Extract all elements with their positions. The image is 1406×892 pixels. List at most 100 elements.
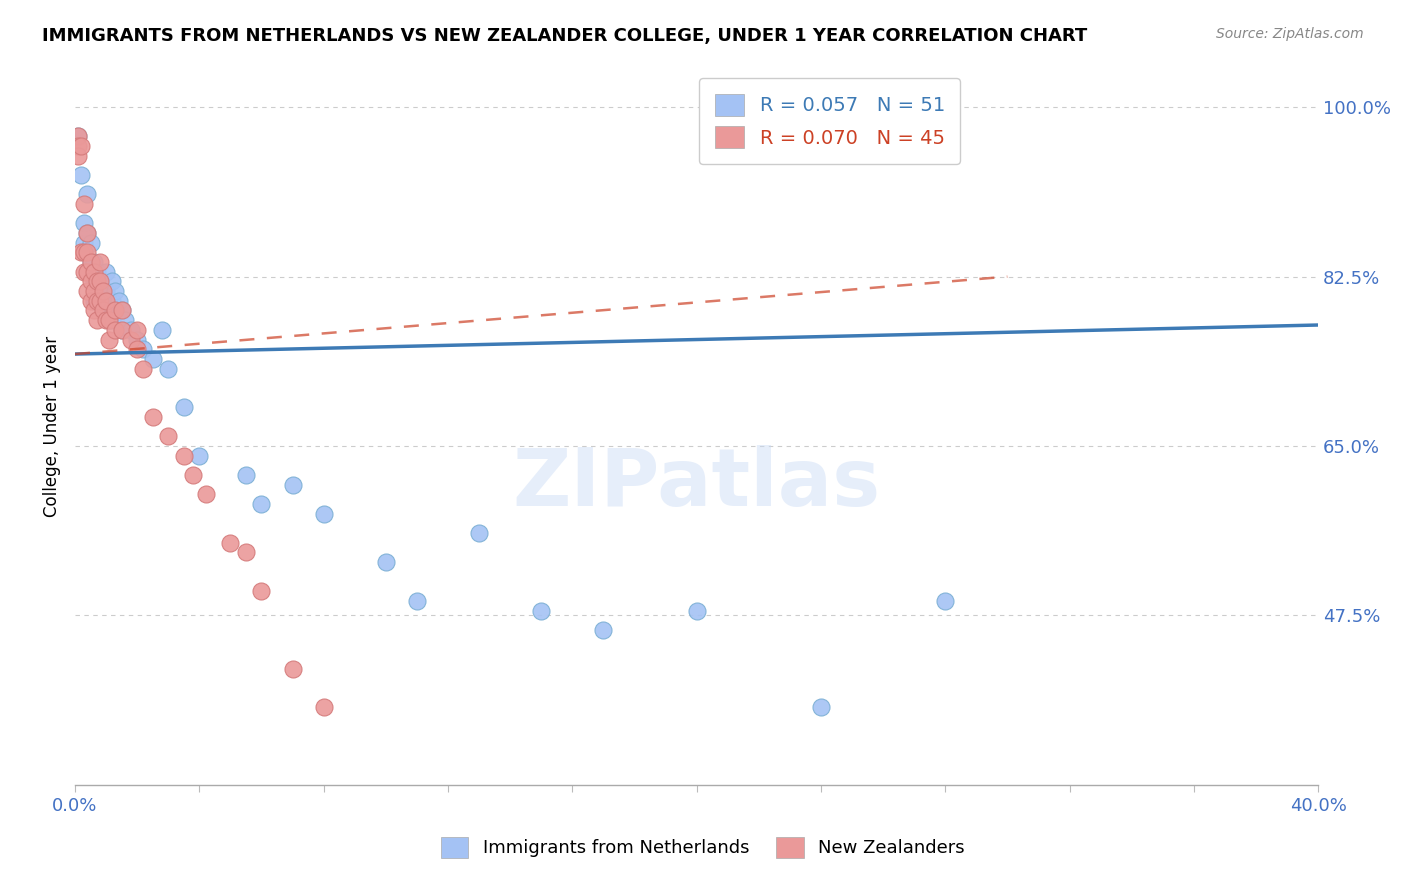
Point	[98, 293, 121, 308]
Point	[173, 401, 195, 415]
Point	[91, 303, 114, 318]
Point	[235, 468, 257, 483]
Point	[89, 275, 111, 289]
Point	[530, 603, 553, 617]
Point	[94, 293, 117, 308]
Point	[70, 168, 93, 182]
Point	[173, 449, 195, 463]
Point	[468, 526, 491, 541]
Point	[111, 303, 134, 318]
Point	[83, 303, 105, 318]
Point	[104, 284, 127, 298]
Point	[142, 409, 165, 424]
Text: IMMIGRANTS FROM NETHERLANDS VS NEW ZEALANDER COLLEGE, UNDER 1 YEAR CORRELATION C: IMMIGRANTS FROM NETHERLANDS VS NEW ZEALA…	[42, 27, 1087, 45]
Point	[114, 313, 136, 327]
Point	[312, 700, 335, 714]
Point	[101, 293, 124, 308]
Point	[94, 303, 117, 318]
Point	[98, 333, 121, 347]
Point	[94, 265, 117, 279]
Point	[67, 148, 90, 162]
Point	[76, 187, 98, 202]
Point	[250, 497, 273, 511]
Point	[235, 545, 257, 559]
Text: Source: ZipAtlas.com: Source: ZipAtlas.com	[1216, 27, 1364, 41]
Point	[79, 235, 101, 250]
Point	[83, 284, 105, 298]
Point	[83, 265, 105, 279]
Point	[86, 275, 108, 289]
Point	[94, 284, 117, 298]
Point	[219, 536, 242, 550]
Point	[76, 226, 98, 240]
Point	[127, 333, 149, 347]
Point	[86, 313, 108, 327]
Point	[76, 265, 98, 279]
Point	[281, 477, 304, 491]
Point	[67, 139, 90, 153]
Point	[120, 333, 142, 347]
Point	[76, 226, 98, 240]
Point	[89, 293, 111, 308]
Point	[79, 255, 101, 269]
Point	[91, 303, 114, 318]
Point	[374, 555, 396, 569]
Point	[89, 275, 111, 289]
Point	[934, 594, 956, 608]
Point	[132, 361, 155, 376]
Point	[91, 284, 114, 298]
Point	[685, 603, 707, 617]
Point	[79, 275, 101, 289]
Point	[67, 129, 90, 144]
Point	[188, 449, 211, 463]
Point	[132, 342, 155, 356]
Point	[194, 487, 217, 501]
Point	[83, 293, 105, 308]
Point	[810, 700, 832, 714]
Point	[67, 129, 90, 144]
Point	[86, 293, 108, 308]
Point	[150, 323, 173, 337]
Point	[104, 323, 127, 337]
Point	[104, 303, 127, 318]
Point	[86, 284, 108, 298]
Legend: Immigrants from Netherlands, New Zealanders: Immigrants from Netherlands, New Zealand…	[434, 830, 972, 865]
Point	[281, 662, 304, 676]
Point	[405, 594, 427, 608]
Point	[73, 265, 96, 279]
Point	[111, 323, 134, 337]
Point	[250, 584, 273, 599]
Point	[592, 623, 614, 637]
Point	[91, 284, 114, 298]
Point	[101, 313, 124, 327]
Point	[70, 245, 93, 260]
Y-axis label: College, Under 1 year: College, Under 1 year	[44, 336, 60, 517]
Point	[79, 255, 101, 269]
Point	[73, 235, 96, 250]
Point	[111, 323, 134, 337]
Point	[127, 323, 149, 337]
Point	[98, 313, 121, 327]
Point	[83, 255, 105, 269]
Point	[89, 293, 111, 308]
Point	[89, 255, 111, 269]
Point	[73, 245, 96, 260]
Point	[83, 275, 105, 289]
Point	[107, 293, 129, 308]
Point	[70, 139, 93, 153]
Point	[157, 429, 180, 443]
Point	[94, 313, 117, 327]
Point	[73, 216, 96, 230]
Point	[101, 275, 124, 289]
Text: ZIPatlas: ZIPatlas	[512, 445, 880, 523]
Point	[79, 293, 101, 308]
Point	[104, 303, 127, 318]
Point	[181, 468, 204, 483]
Point	[76, 284, 98, 298]
Point	[98, 313, 121, 327]
Point	[120, 323, 142, 337]
Point	[111, 303, 134, 318]
Point	[73, 197, 96, 211]
Point	[157, 361, 180, 376]
Point	[86, 265, 108, 279]
